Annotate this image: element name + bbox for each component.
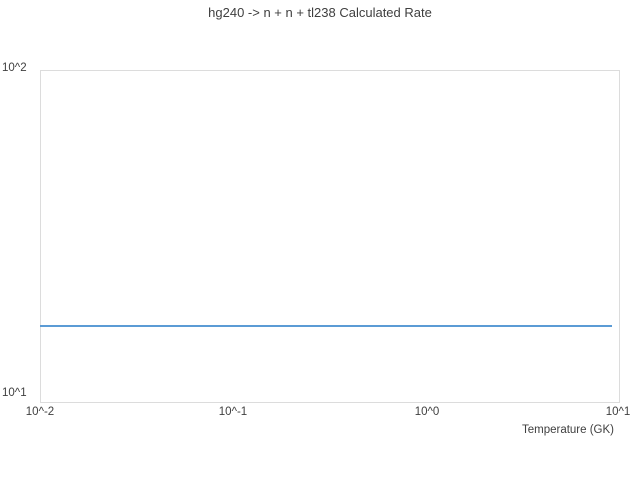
x-tick-label-1: 10^0 [414, 406, 440, 418]
calculated-rate-line [40, 325, 613, 328]
y-tick-label-100: 10^2 [2, 62, 27, 74]
x-tick-label-10: 10^1 [605, 406, 631, 418]
chart-title: hg240 -> n + n + tl238 Calculated Rate [208, 5, 432, 20]
y-tick-label-10: 10^1 [2, 387, 27, 399]
x-axis-title: Temperature (GK) [521, 424, 614, 436]
plot-area [40, 70, 620, 403]
x-tick-label-0.01: 10^-2 [25, 406, 55, 418]
x-tick-label-0.1: 10^-1 [218, 406, 248, 418]
